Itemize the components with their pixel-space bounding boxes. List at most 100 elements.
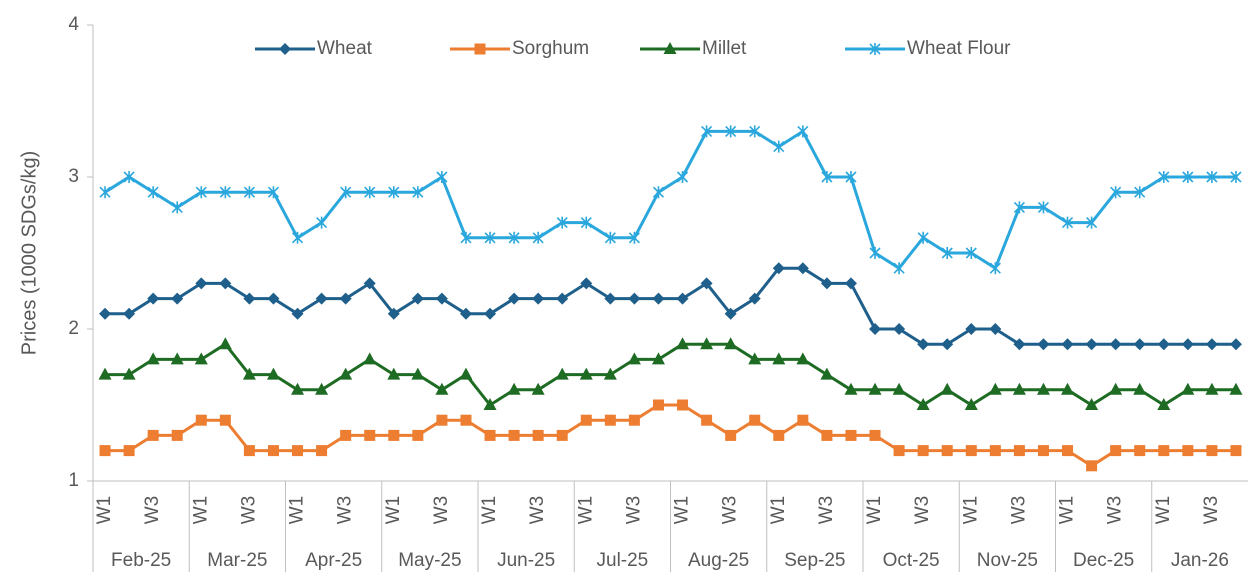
data-point bbox=[965, 445, 977, 457]
data-point bbox=[364, 186, 376, 199]
data-point bbox=[652, 399, 664, 411]
data-point bbox=[868, 382, 882, 395]
data-point bbox=[652, 186, 665, 199]
y-tick-label: 3 bbox=[68, 166, 79, 187]
data-point bbox=[99, 445, 111, 457]
data-point bbox=[147, 429, 159, 441]
data-point bbox=[339, 292, 352, 305]
y-tick-label: 4 bbox=[68, 14, 79, 35]
data-point bbox=[195, 277, 208, 290]
data-point bbox=[1157, 338, 1170, 351]
data-point bbox=[845, 171, 857, 183]
data-point bbox=[893, 445, 905, 457]
data-point bbox=[989, 445, 1001, 457]
data-point bbox=[411, 292, 424, 305]
x-tick-label: W3 bbox=[431, 496, 452, 525]
data-point bbox=[652, 292, 665, 305]
data-point bbox=[1181, 338, 1194, 351]
data-point bbox=[676, 171, 689, 183]
data-point bbox=[1134, 186, 1146, 199]
data-point bbox=[941, 247, 953, 259]
data-point bbox=[364, 429, 376, 441]
data-point bbox=[1013, 201, 1025, 214]
data-point bbox=[436, 414, 448, 426]
data-point bbox=[412, 186, 424, 199]
data-point bbox=[1086, 460, 1098, 472]
x-tick-label: W1 bbox=[960, 496, 981, 525]
data-point bbox=[1062, 445, 1074, 457]
data-point bbox=[435, 292, 448, 305]
data-point bbox=[580, 414, 592, 426]
data-point bbox=[315, 382, 329, 395]
series-line bbox=[105, 266, 1236, 346]
data-point bbox=[556, 429, 568, 441]
data-point bbox=[363, 352, 377, 365]
group-label: Jun-25 bbox=[497, 550, 555, 571]
x-tick-label: W1 bbox=[768, 496, 789, 525]
data-point bbox=[892, 382, 906, 395]
data-point bbox=[820, 277, 833, 290]
data-point bbox=[1158, 171, 1170, 183]
data-point bbox=[532, 429, 544, 441]
legend-item: Wheat Flour bbox=[845, 38, 1011, 59]
data-point bbox=[917, 231, 929, 244]
x-tick-label: W1 bbox=[575, 496, 596, 525]
data-point bbox=[917, 338, 930, 351]
data-point bbox=[1061, 338, 1074, 351]
group-label: Feb-25 bbox=[111, 550, 171, 571]
data-point bbox=[1205, 338, 1218, 351]
data-point bbox=[676, 337, 690, 350]
data-point bbox=[820, 367, 834, 380]
data-point bbox=[796, 262, 809, 275]
data-point bbox=[316, 445, 328, 457]
data-point bbox=[1133, 382, 1147, 395]
data-point bbox=[749, 125, 761, 138]
data-point bbox=[484, 231, 496, 244]
legend-marker bbox=[474, 43, 486, 55]
data-point bbox=[146, 352, 160, 365]
y-tick-label: 1 bbox=[68, 470, 79, 491]
data-point bbox=[340, 186, 352, 199]
data-point bbox=[772, 352, 786, 365]
data-point bbox=[701, 125, 713, 138]
data-point bbox=[316, 216, 328, 229]
x-tick-label: W3 bbox=[527, 496, 548, 525]
data-point bbox=[701, 414, 713, 426]
data-point bbox=[1181, 382, 1195, 395]
data-point bbox=[243, 186, 255, 199]
x-tick-label: W3 bbox=[142, 496, 163, 525]
data-point bbox=[435, 382, 449, 395]
data-point bbox=[147, 186, 159, 199]
data-point bbox=[483, 398, 497, 410]
data-point bbox=[171, 429, 183, 441]
group-label: Jul-25 bbox=[597, 550, 649, 571]
data-point bbox=[195, 186, 207, 199]
x-tick-label: W3 bbox=[1201, 496, 1222, 525]
data-point bbox=[1012, 382, 1026, 395]
data-point bbox=[724, 307, 737, 320]
x-tick-label: W1 bbox=[1057, 496, 1078, 525]
x-tick-label: W3 bbox=[335, 496, 356, 525]
data-point bbox=[507, 382, 521, 395]
data-point bbox=[941, 338, 954, 351]
x-tick-label: W1 bbox=[479, 496, 500, 525]
legend-marker bbox=[663, 42, 677, 54]
group-label: Aug-25 bbox=[688, 550, 749, 571]
data-point bbox=[1085, 398, 1099, 410]
data-point bbox=[267, 292, 280, 305]
data-point bbox=[724, 337, 738, 350]
series-line bbox=[105, 342, 1236, 407]
data-point bbox=[797, 414, 809, 426]
data-point bbox=[99, 186, 111, 199]
data-point bbox=[1158, 445, 1170, 457]
data-point bbox=[387, 307, 400, 320]
data-point bbox=[964, 398, 978, 410]
data-point bbox=[1037, 445, 1049, 457]
data-point bbox=[1037, 201, 1050, 214]
data-point bbox=[122, 367, 136, 380]
data-point bbox=[508, 429, 520, 441]
data-point bbox=[508, 292, 521, 305]
x-tick-label: W3 bbox=[238, 496, 259, 525]
x-tick-label: W3 bbox=[912, 496, 933, 525]
